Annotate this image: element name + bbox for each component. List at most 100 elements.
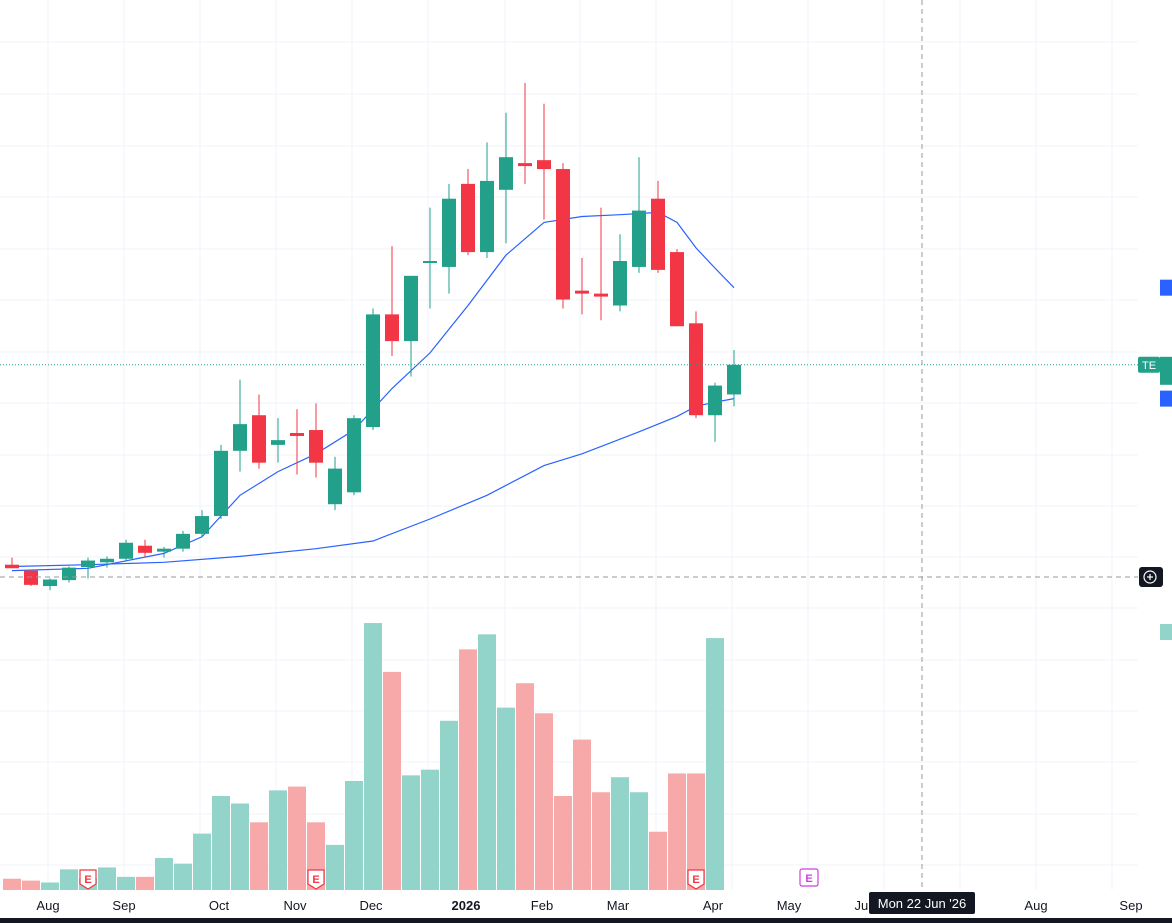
time-axis-label: Feb bbox=[531, 898, 553, 913]
plus-circle-icon bbox=[1143, 570, 1157, 584]
candle-body bbox=[613, 260, 627, 306]
volume-bar bbox=[440, 720, 458, 890]
crosshair-date-label: Mon 22 Jun '26 bbox=[869, 892, 975, 914]
candle[interactable] bbox=[632, 157, 646, 273]
candle[interactable] bbox=[5, 557, 19, 569]
candle[interactable] bbox=[347, 415, 361, 496]
candle[interactable] bbox=[708, 382, 722, 442]
candle[interactable] bbox=[271, 418, 285, 463]
candle[interactable] bbox=[119, 539, 133, 561]
candle-body bbox=[157, 548, 171, 552]
candle-body bbox=[252, 415, 266, 463]
candle[interactable] bbox=[290, 409, 304, 475]
symbol-tag[interactable]: TE bbox=[1138, 356, 1160, 373]
volume-bar bbox=[554, 796, 572, 890]
ma-slow-price-badge bbox=[1160, 390, 1172, 407]
candle[interactable] bbox=[62, 566, 76, 583]
candle-body bbox=[385, 314, 399, 342]
candle[interactable] bbox=[537, 103, 551, 220]
future-earnings-marker-label: E bbox=[805, 873, 812, 885]
candle[interactable] bbox=[461, 169, 475, 256]
candle[interactable] bbox=[385, 246, 399, 356]
volume-bar bbox=[250, 822, 268, 890]
earnings-marker[interactable]: E bbox=[687, 869, 705, 890]
volume-bar bbox=[3, 878, 21, 890]
time-axis[interactable]: AugSepOctNovDec2026FebMarAprMayJunJulAug… bbox=[0, 892, 1172, 923]
volume-bar bbox=[345, 780, 363, 890]
earnings-marker[interactable]: E bbox=[79, 869, 97, 890]
volume-bar bbox=[117, 876, 135, 890]
candle[interactable] bbox=[727, 349, 741, 407]
time-axis-label: Sep bbox=[112, 898, 135, 913]
candle[interactable] bbox=[252, 394, 266, 469]
candle[interactable] bbox=[594, 207, 608, 321]
candle[interactable] bbox=[233, 379, 247, 472]
candle[interactable] bbox=[43, 578, 57, 591]
candle-body bbox=[138, 545, 152, 553]
volume-bar bbox=[649, 831, 667, 890]
candle[interactable] bbox=[366, 308, 380, 431]
candle[interactable] bbox=[404, 275, 418, 377]
earnings-marker[interactable]: E bbox=[307, 869, 325, 890]
volume-bar bbox=[630, 792, 648, 890]
time-axis-label: Oct bbox=[209, 898, 230, 913]
volume-bar bbox=[516, 683, 534, 890]
candle[interactable] bbox=[651, 180, 665, 273]
volume-bar bbox=[687, 773, 705, 890]
future-earnings-marker[interactable]: E bbox=[799, 868, 819, 887]
candle[interactable] bbox=[157, 546, 171, 558]
candle-body bbox=[5, 564, 19, 569]
volume-bar bbox=[60, 869, 78, 890]
candle[interactable] bbox=[613, 234, 627, 312]
candle[interactable] bbox=[499, 112, 513, 244]
bottom-edge bbox=[0, 918, 1172, 923]
chart-overlay: TE bbox=[0, 0, 1172, 890]
earnings-marker-shape bbox=[307, 869, 325, 890]
candle[interactable] bbox=[176, 530, 190, 552]
candle-body bbox=[328, 468, 342, 505]
volume-bar bbox=[41, 882, 59, 890]
candle[interactable] bbox=[100, 556, 114, 568]
future-earnings-marker-shape bbox=[799, 868, 819, 887]
candle-body bbox=[708, 385, 722, 416]
price-candles[interactable] bbox=[5, 83, 741, 591]
candle[interactable] bbox=[423, 207, 437, 309]
candle[interactable] bbox=[309, 403, 323, 478]
candle-body bbox=[309, 430, 323, 463]
candle[interactable] bbox=[518, 83, 532, 184]
candle-body bbox=[43, 579, 57, 587]
volume-bar bbox=[231, 803, 249, 890]
candle-body bbox=[233, 424, 247, 451]
volume-bar bbox=[592, 792, 610, 890]
crosshair-add-button[interactable] bbox=[1139, 567, 1163, 587]
candle[interactable] bbox=[556, 163, 570, 309]
candle[interactable] bbox=[214, 444, 228, 520]
candle[interactable] bbox=[442, 183, 456, 294]
candle[interactable] bbox=[480, 142, 494, 259]
volume-bar bbox=[611, 777, 629, 890]
candle-body bbox=[556, 169, 570, 300]
candle[interactable] bbox=[81, 557, 95, 579]
candle-body bbox=[195, 516, 209, 534]
volume-bar bbox=[136, 876, 154, 890]
volume-bar bbox=[535, 713, 553, 890]
candle[interactable] bbox=[328, 456, 342, 511]
candle-body bbox=[119, 542, 133, 559]
candle-body bbox=[632, 210, 646, 267]
candle[interactable] bbox=[670, 249, 684, 327]
symbol-tag-label: TE bbox=[1142, 360, 1156, 372]
time-axis-label: Sep bbox=[1119, 898, 1142, 913]
earnings-marker-shape bbox=[79, 869, 97, 890]
volume-bar bbox=[326, 844, 344, 890]
volume-bar bbox=[706, 638, 724, 890]
candle[interactable] bbox=[195, 510, 209, 537]
candle[interactable] bbox=[138, 539, 152, 558]
candle[interactable] bbox=[24, 569, 38, 587]
crosshair-date-text: Mon 22 Jun '26 bbox=[878, 896, 967, 911]
last-price-badge bbox=[1160, 356, 1172, 385]
candle-body bbox=[347, 418, 361, 493]
earnings-marker-label: E bbox=[312, 874, 319, 886]
candle[interactable] bbox=[575, 258, 589, 315]
